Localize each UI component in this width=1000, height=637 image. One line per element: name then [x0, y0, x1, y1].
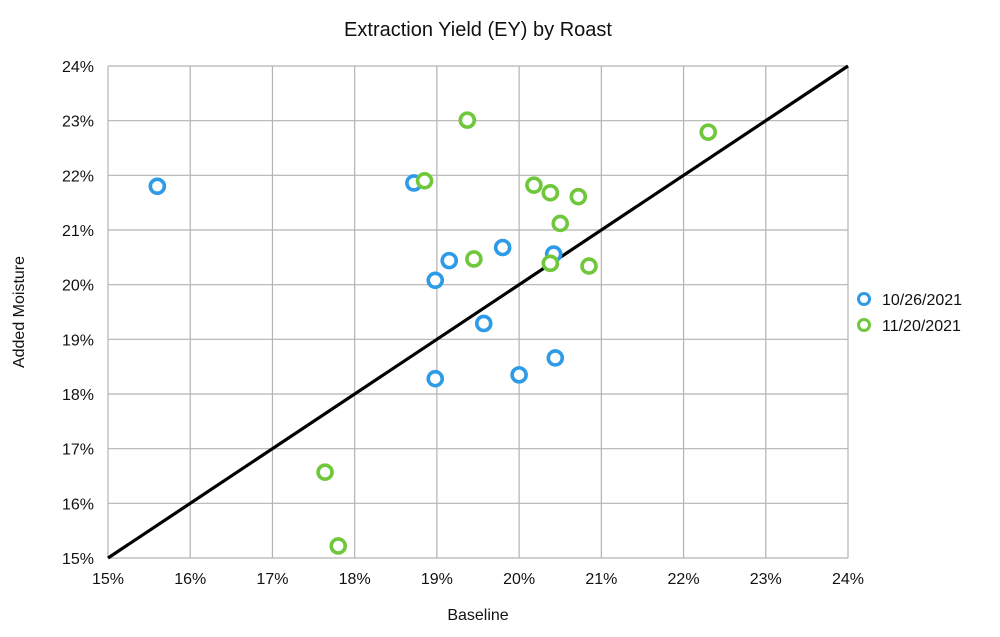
x-tick-label: 20%: [503, 571, 535, 588]
data-point-series-2: [458, 111, 477, 129]
data-point-series-1: [148, 177, 167, 196]
x-tick-label: 17%: [256, 571, 288, 588]
data-point-series-2: [569, 187, 588, 206]
data-point-series-2: [415, 172, 434, 190]
data-point-series-2: [465, 250, 483, 268]
data-point-series-1: [546, 349, 565, 367]
y-tick-label: 21%: [62, 223, 94, 240]
legend-label: 10/26/2021: [882, 292, 962, 309]
y-tick-label: 16%: [62, 496, 94, 513]
x-tick-label: 15%: [92, 571, 124, 588]
reference-line: [107, 64, 849, 560]
y-tick-label: 20%: [62, 278, 94, 295]
data-point-series-2: [541, 184, 560, 202]
legend-label: 11/20/2021: [882, 318, 961, 335]
x-tick-label: 23%: [750, 571, 782, 588]
legend-marker: [857, 318, 871, 332]
data-point-series-2: [580, 257, 598, 275]
data-point-series-1: [510, 366, 528, 384]
y-tick-label: 17%: [62, 442, 94, 459]
y-tick-label: 22%: [62, 168, 94, 185]
data-point-series-1: [493, 238, 512, 257]
tick-labels: 15% 16% 17% 18% 19% 20% 21% 22% 23% 24% 15% 16% 17% 1…: [62, 59, 864, 588]
x-axis-label: Baseline: [447, 607, 508, 624]
data-point-series-2: [316, 463, 334, 481]
data-point-series-2: [699, 123, 718, 141]
reference-line-layer: [107, 64, 849, 560]
legend-marker: [857, 292, 871, 306]
x-tick-label: 16%: [174, 571, 206, 588]
points-layer: [148, 111, 718, 555]
y-tick-label: 15%: [62, 551, 94, 568]
legend: 10/26/2021 11/20/2021: [857, 292, 962, 335]
data-point-series-1: [426, 369, 445, 388]
data-point-series-2: [551, 214, 570, 233]
data-point-series-2: [525, 176, 543, 194]
grid: [107, 65, 849, 559]
y-axis-label: Added Moisture: [11, 256, 28, 368]
chart-title: Extraction Yield (EY) by Roast: [344, 19, 612, 41]
y-tick-label: 23%: [62, 114, 94, 131]
data-point-series-2: [541, 254, 560, 273]
x-tick-label: 19%: [421, 571, 453, 588]
y-tick-label: 24%: [62, 59, 94, 76]
x-tick-label: 18%: [339, 571, 371, 588]
x-tick-label: 24%: [832, 571, 864, 588]
data-point-series-1: [440, 251, 459, 270]
x-tick-label: 22%: [668, 571, 700, 588]
data-point-series-2: [329, 537, 348, 555]
data-point-series-1: [426, 271, 445, 290]
data-point-series-1: [474, 314, 493, 333]
x-tick-label: 21%: [585, 571, 617, 588]
y-tick-label: 18%: [62, 387, 94, 404]
y-tick-label: 19%: [62, 332, 94, 349]
